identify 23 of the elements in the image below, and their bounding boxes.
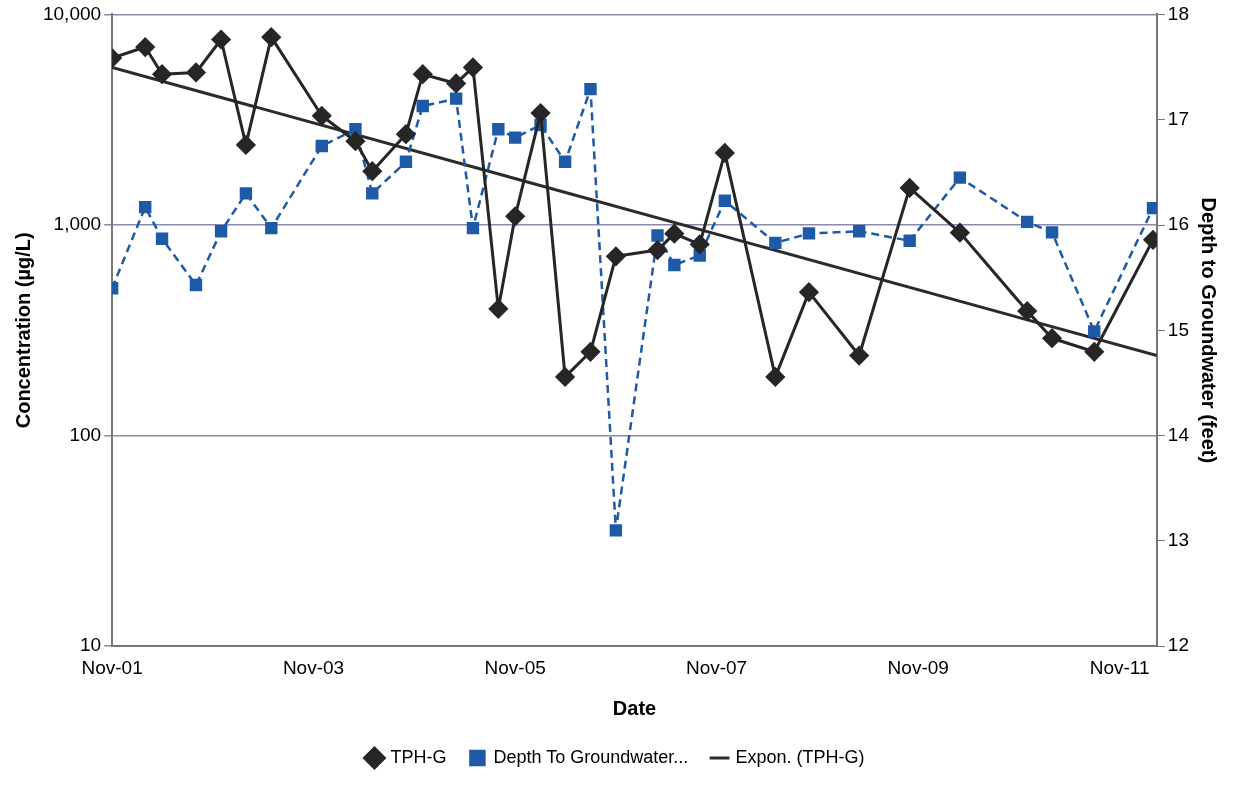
y-tick-label: 1,000 <box>53 213 102 235</box>
y-tick-label: 100 <box>69 423 102 445</box>
x-tick-label: Nov-03 <box>282 656 345 678</box>
y2-tick-label: 18 <box>1167 2 1190 24</box>
x-tick-label: Nov-01 <box>81 656 143 678</box>
x-tick-label: Nov-11 <box>1089 656 1150 678</box>
y2-tick-label: 13 <box>1167 529 1190 551</box>
y-tick-label: 10,000 <box>42 2 102 24</box>
x-tick-label: Nov-05 <box>484 656 546 678</box>
x-tick-label: Nov-07 <box>685 656 748 678</box>
y2-tick-label: 17 <box>1167 107 1190 129</box>
legend-label: Depth To Groundwater... <box>493 746 689 767</box>
y-tick-label: 10 <box>79 634 102 656</box>
legend-label: Expon. (TPH-G) <box>735 746 865 767</box>
x-axis-title: Date <box>612 696 657 719</box>
x-tick-label: Nov-09 <box>887 656 949 678</box>
y-axis-title: Concentration (µg/L) <box>11 232 34 429</box>
legend-label: TPH-G <box>390 746 447 767</box>
y2-tick-label: 16 <box>1167 213 1190 235</box>
y2-tick-label: 14 <box>1167 423 1190 445</box>
y2-tick-label: 12 <box>1167 634 1190 656</box>
y2-tick-label: 15 <box>1167 318 1190 340</box>
y2-axis-title: Depth to Groundwater (feet) <box>1198 197 1221 464</box>
